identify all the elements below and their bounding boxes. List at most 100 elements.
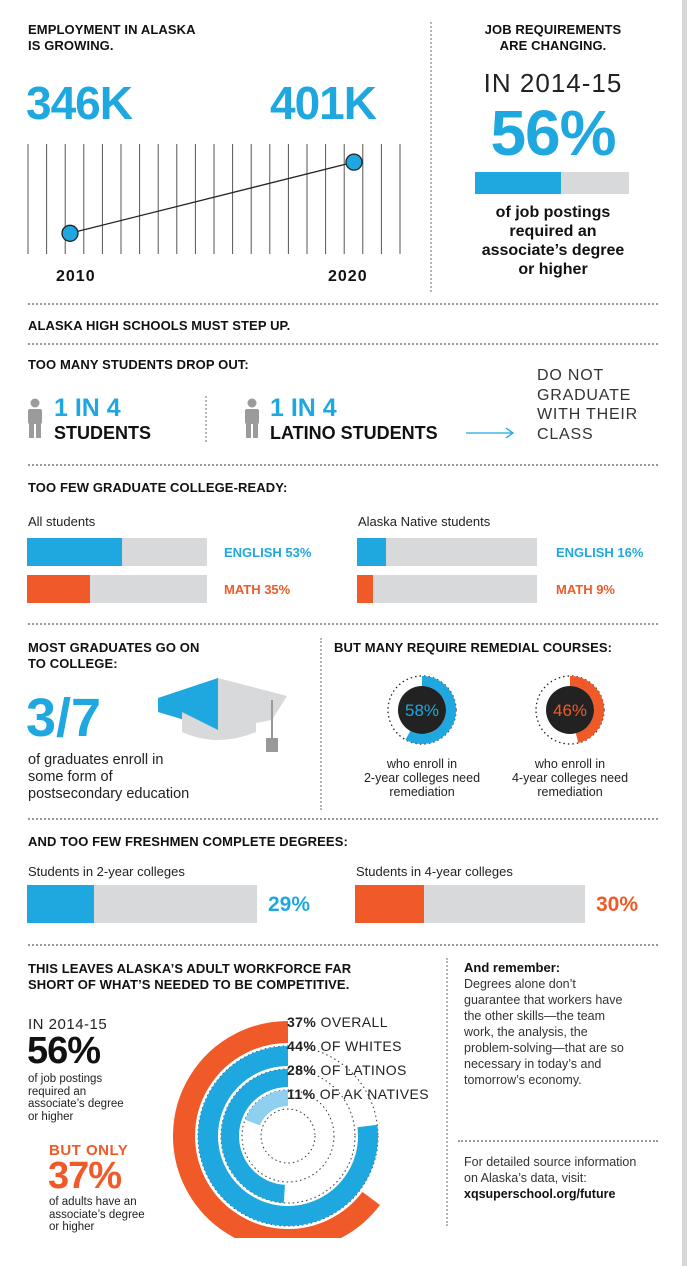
- donut-2yr-pct: 58%: [405, 701, 439, 720]
- year-2020-label: 2020: [328, 268, 368, 285]
- complete-group1: Students in 2-year colleges: [28, 864, 185, 879]
- divider-4: [28, 623, 658, 625]
- go-to-college-desc: of graduates enroll in some form of post…: [28, 752, 189, 803]
- donut-center: [398, 686, 446, 734]
- ring-ak-natives-arc: [244, 1090, 289, 1126]
- remedial-4yr-desc: who enroll in 4-year colleges need remed…: [500, 757, 640, 799]
- ring-ak-natives-track: [260, 1108, 316, 1164]
- workforce-ring-chart: [173, 1021, 380, 1238]
- remember-line4: work, the analysis, the: [464, 1025, 588, 1039]
- ring4-pct: 11%: [287, 1086, 316, 1102]
- complete-group2: Students in 4-year colleges: [356, 864, 513, 879]
- workforce-year: IN 2014-15: [28, 1016, 108, 1033]
- employment-point-2010: [61, 224, 79, 242]
- job-requirements-title: JOB REQUIREMENTS ARE CHANGING.: [440, 22, 666, 54]
- ring-overall-arc: [173, 1021, 380, 1238]
- donut-2yr-arc: [388, 676, 456, 744]
- employment-line-chart: [27, 144, 401, 254]
- dropout-divider: [205, 396, 207, 442]
- remember-title: And remember:: [464, 960, 561, 975]
- job-requirements-desc-line1: of job postings: [495, 204, 611, 221]
- employment-title-line2: IS GROWING.: [28, 38, 114, 53]
- person-icon: [245, 398, 259, 438]
- employment-grid: [27, 144, 401, 254]
- go-to-college-title-line2: TO COLLEGE:: [28, 656, 118, 671]
- college-fraction: 3/7: [26, 688, 102, 748]
- job-requirements-title-line2: ARE CHANGING.: [499, 38, 607, 53]
- workforce-adults-line2: associate’s degree: [49, 1208, 145, 1221]
- job-requirements-year: IN 2014-15: [483, 68, 623, 98]
- go-to-college-desc-line1: of graduates enroll in: [28, 752, 164, 768]
- g2-math-bar: [357, 575, 537, 603]
- remember-body: Degrees alone don’t guarantee that worke…: [464, 976, 624, 1088]
- workforce-jobs-line2: required an: [28, 1085, 87, 1098]
- divider-2: [28, 343, 658, 345]
- remedial-donut-2yr: 58%: [387, 675, 457, 745]
- workforce-title: THIS LEAVES ALASKA’S ADULT WORKFORCE FAR…: [28, 961, 351, 993]
- dropout-outcome-line3: WITH THEIR: [537, 406, 639, 423]
- remedial-4yr-line1: who enroll in: [534, 757, 606, 771]
- dropout-outcome-line2: GRADUATE: [537, 386, 632, 404]
- college-ready-title: TOO FEW GRADUATE COLLEGE-READY:: [28, 480, 288, 495]
- ring2-text: OF WHITES: [320, 1038, 402, 1054]
- ring3-pct: 28%: [287, 1062, 317, 1078]
- divider-3: [28, 464, 658, 466]
- divider-vertical-3: [446, 958, 448, 1226]
- employment-title-line1: EMPLOYMENT IN ALASKA: [28, 22, 196, 37]
- remedial-4yr-line2: 4-year colleges need: [511, 771, 629, 785]
- go-to-college-desc-line2: some form of: [28, 769, 113, 785]
- g1-math-bar: [27, 575, 207, 603]
- remedial-2yr-line2: 2-year colleges need: [363, 771, 481, 785]
- source-link[interactable]: xqsuperschool.org/future: [464, 1187, 616, 1201]
- year-2010-label: 2010: [56, 268, 96, 285]
- ring2-pct: 44%: [287, 1038, 317, 1054]
- job-requirements-title-line1: JOB REQUIREMENTS: [484, 22, 622, 37]
- complete-4yr-bar-fill: [355, 885, 424, 923]
- remember-line7: tomorrow’s economy.: [464, 1073, 582, 1087]
- g1-math-bar-fill: [27, 575, 90, 603]
- job-requirements-desc-line2: required an: [509, 223, 597, 240]
- workforce-title-line2: SHORT OF WHAT’S NEEDED TO BE COMPETITIVE…: [28, 977, 350, 992]
- workforce-but-only: BUT ONLY: [49, 1142, 129, 1159]
- dropout-outcome-line1: DO NOT: [537, 367, 605, 384]
- person-icon: [28, 398, 42, 438]
- divider-vertical-2: [320, 638, 322, 810]
- g2-math-label: MATH 9%: [556, 582, 615, 597]
- remember-line2: guarantee that workers have: [464, 993, 623, 1007]
- remedial-2yr-desc: who enroll in 2-year colleges need remed…: [352, 757, 492, 799]
- dropout-latino-ratio: 1 IN 4: [270, 394, 337, 422]
- remedial-2yr-line3: remediation: [389, 785, 455, 799]
- g2-math-bar-fill: [357, 575, 374, 603]
- remember-line3: the other skills—the team: [464, 1009, 606, 1023]
- workforce-adults-line3: or higher: [49, 1221, 95, 1233]
- g2-english-bar-fill: [357, 538, 386, 566]
- job-requirements-bar-fill: [475, 172, 562, 194]
- ring1-label: 37% OVERALL: [287, 1014, 388, 1030]
- source-line1: For detailed source information: [464, 1155, 637, 1169]
- go-to-college-desc-line3: postsecondary education: [28, 786, 190, 802]
- remedial-4yr-line3: remediation: [537, 785, 603, 799]
- remember-line5: problem-solving—that are so: [464, 1041, 624, 1055]
- ring3-text: OF LATINOS: [320, 1062, 407, 1078]
- workforce-jobs-line4: or higher: [28, 1110, 74, 1123]
- ring-latinos-arc: [221, 1069, 289, 1203]
- ring4-text: OF AK NATIVES: [319, 1086, 429, 1102]
- ring1-pct: 37%: [287, 1014, 317, 1030]
- workforce-jobs-pct: 56%: [27, 1030, 101, 1072]
- job-requirements-percent: 56%: [490, 97, 616, 169]
- ring2-label: 44% OF WHITES: [287, 1038, 402, 1054]
- g1-math-label: MATH 35%: [224, 582, 291, 597]
- dropout-title: TOO MANY STUDENTS DROP OUT:: [28, 357, 249, 372]
- workforce-jobs-line3: associate’s degree: [28, 1098, 124, 1110]
- divider-vertical: [430, 22, 432, 292]
- divider-1: [28, 303, 658, 305]
- source-line2: on Alaska’s data, visit:: [464, 1171, 587, 1185]
- remedial-2yr-line1: who enroll in: [386, 757, 458, 771]
- workforce-rings: [173, 1021, 380, 1238]
- ring1-text: OVERALL: [320, 1014, 388, 1030]
- job-requirements-desc-line4: or higher: [518, 261, 588, 278]
- source-info: For detailed source information on Alask…: [464, 1154, 636, 1202]
- complete-2yr-bar: [27, 885, 257, 923]
- employment-point-2020: [345, 153, 363, 171]
- g2-english-label: ENGLISH 16%: [556, 545, 644, 560]
